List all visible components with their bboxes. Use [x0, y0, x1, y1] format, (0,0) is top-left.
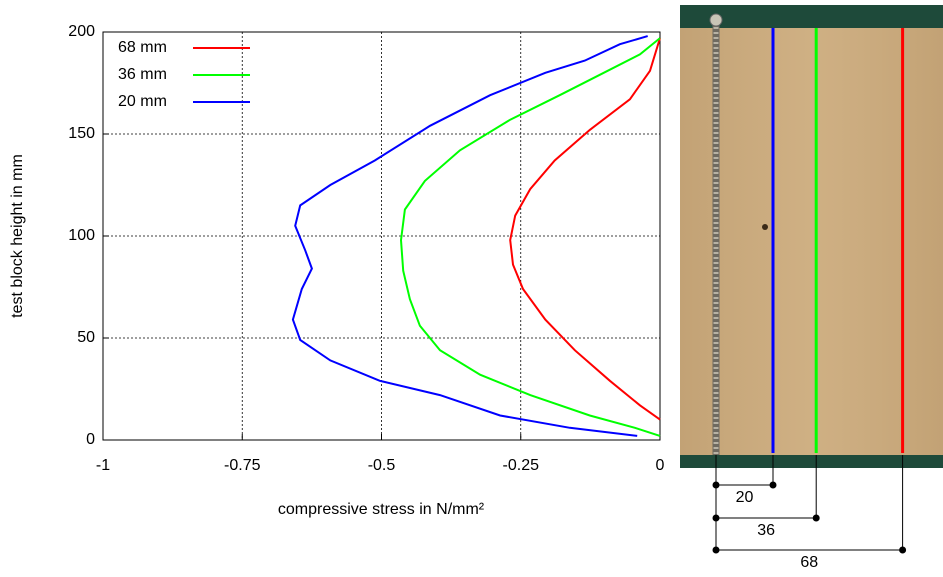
x-tick-label: 0 [656, 457, 665, 474]
dimension-label: 36 [757, 522, 775, 539]
dimension-label: 20 [736, 489, 754, 506]
legend-label: 20 mm [118, 93, 167, 110]
y-axis-label: test block height in mm [9, 154, 26, 318]
line [291, 35, 648, 437]
plot-frame [102, 31, 661, 441]
legend-label: 36 mm [118, 66, 167, 83]
line [509, 37, 661, 421]
x-tick-label: -0.25 [503, 457, 540, 474]
legend-label: 68 mm [118, 39, 167, 56]
x-tick-label: -0.75 [224, 457, 261, 474]
photo [680, 5, 943, 468]
x-tick-label: -0.5 [368, 457, 396, 474]
dimension-dot [812, 514, 820, 522]
x-tick-label: -1 [96, 457, 110, 474]
y-tick-label: 0 [86, 431, 95, 448]
line [399, 37, 661, 437]
wood-grain [680, 28, 943, 455]
dimension-label: 68 [800, 554, 818, 571]
y-tick-label: 100 [68, 227, 95, 244]
screw-head [709, 13, 723, 27]
knot [762, 224, 768, 230]
dimension-dot [899, 546, 907, 554]
y-tick-label: 150 [68, 125, 95, 142]
y-tick-label: 200 [68, 23, 95, 40]
x-axis-label: compressive stress in N/mm² [278, 501, 485, 518]
y-tick-label: 50 [77, 329, 95, 346]
dimension-dot [769, 481, 777, 489]
